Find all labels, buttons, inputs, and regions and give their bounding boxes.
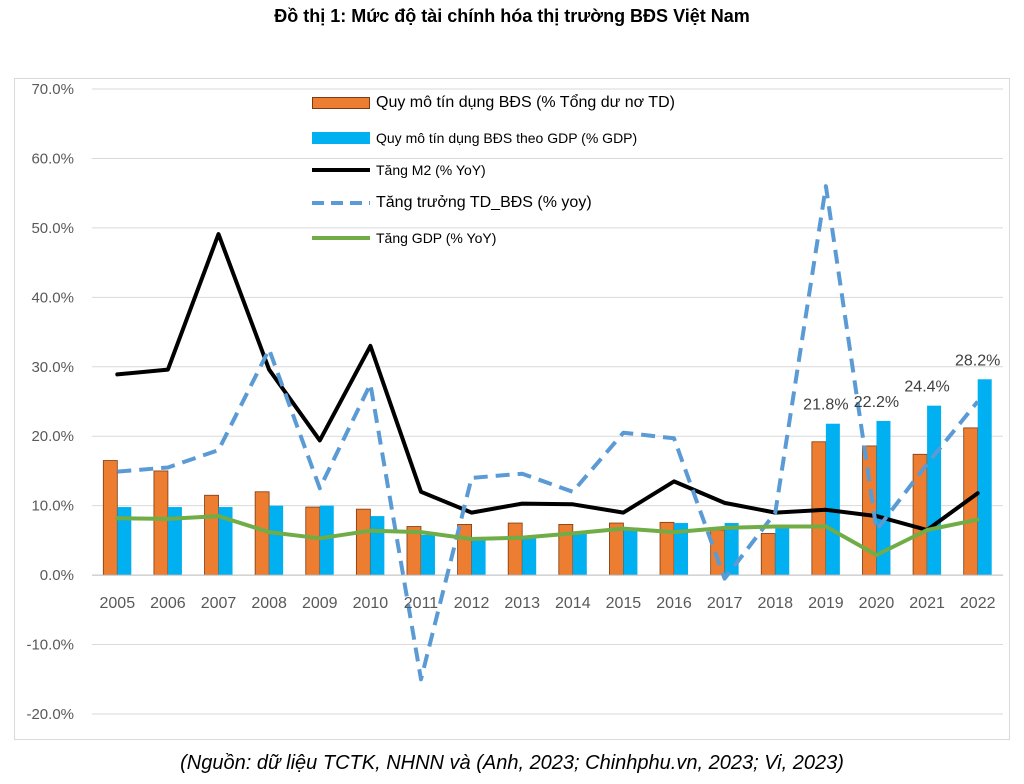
legend-label: Quy mô tín dụng BĐS (% Tổng dư nơ TD): [376, 94, 675, 111]
x-tick-label: 2012: [454, 595, 490, 612]
x-tick-label: 2018: [757, 595, 793, 612]
y-tick-label: -20.0%: [26, 706, 74, 723]
legend-label: Quy mô tín dụng BĐS theo GDP (% GDP): [376, 130, 638, 146]
bar-credit-gdp: [167, 507, 182, 576]
bar-credit-gdp: [420, 534, 435, 576]
bar-credit-gdp: [370, 516, 385, 576]
y-tick-label: 70.0%: [31, 81, 74, 98]
legend-swatch-orange-bar: [312, 97, 370, 109]
legend-item-credit-growth: Tăng trưởng TD_BĐS (% yoy): [312, 194, 592, 212]
y-tick-label: 60.0%: [31, 150, 74, 167]
x-tick-label: 2020: [859, 595, 895, 612]
data-label: 22.2%: [854, 394, 899, 411]
source-note: (Nguồn: dữ liệu TCTK, NHNN và (Anh, 2023…: [180, 752, 844, 774]
x-tick-label: 2011: [404, 595, 439, 612]
legend-label: Tăng M2 (% YoY): [376, 162, 486, 178]
bar-credit-share: [305, 506, 321, 576]
bar-credit-share: [102, 460, 118, 576]
bar-credit-gdp: [471, 536, 486, 576]
bar-credit-gdp: [319, 505, 334, 576]
bar-credit-gdp: [775, 526, 790, 576]
bar-credit-gdp: [674, 523, 689, 576]
data-label: 24.4%: [904, 379, 949, 396]
x-tick-label: 2019: [808, 595, 844, 612]
x-tick-label: 2022: [960, 595, 996, 612]
y-tick-label: 30.0%: [31, 359, 74, 376]
legend-swatch-blue-bar: [312, 132, 370, 144]
y-tick-label: -10.0%: [26, 637, 74, 654]
y-tick-label: 20.0%: [31, 428, 74, 445]
bar-credit-gdp: [876, 420, 891, 576]
y-tick-label: 50.0%: [31, 220, 74, 237]
legend-swatch-black-line: [312, 168, 370, 172]
bar-credit-gdp: [977, 379, 992, 576]
bar-credit-gdp: [927, 405, 942, 576]
x-tick-label: 2010: [353, 595, 389, 612]
data-label: 21.8%: [803, 397, 848, 414]
x-tick-label: 2005: [100, 595, 136, 612]
bar-credit-gdp: [825, 423, 840, 576]
x-tick-label: 2016: [656, 595, 692, 612]
bar-credit-gdp: [218, 507, 233, 576]
bar-credit-gdp: [572, 533, 587, 576]
bar-credit-share: [355, 508, 371, 576]
bar-credit-gdp: [269, 505, 284, 576]
y-tick-label: 0.0%: [40, 567, 74, 584]
line-gdp: [115, 514, 980, 557]
legend-item-credit-gdp: Quy mô tín dụng BĐS theo GDP (% GDP): [312, 130, 637, 146]
bar-credit-gdp: [117, 507, 132, 576]
data-label: 28.2%: [955, 352, 1000, 369]
x-tick-label: 2006: [150, 595, 186, 612]
y-tick-label: 40.0%: [31, 289, 74, 306]
bar-credit-share: [204, 494, 219, 576]
bar-credit-gdp: [724, 523, 739, 576]
x-tick-label: 2014: [555, 595, 591, 612]
bar-credit-share: [760, 533, 776, 576]
x-tick-label: 2008: [251, 595, 287, 612]
bar-credit-share: [710, 529, 726, 576]
bar-credit-share: [153, 470, 169, 576]
line-m2: [115, 232, 980, 532]
x-tick-label: 2015: [606, 595, 642, 612]
x-tick-label: 2017: [707, 595, 743, 612]
chart-frame: [14, 78, 1010, 740]
x-tick-label: 2013: [504, 595, 540, 612]
chart-title: Đồ thị 1: Mức độ tài chính hóa thị trườn…: [274, 6, 750, 26]
x-tick-label: 2007: [201, 595, 237, 612]
legend-item-m2: Tăng M2 (% YoY): [312, 162, 486, 178]
legend-label: Tăng GDP (% YoY): [376, 230, 497, 246]
legend-swatch-dashed-line: [312, 201, 370, 205]
x-tick-label: 2021: [909, 595, 945, 612]
legend-item-credit-share: Quy mô tín dụng BĐS (% Tổng dư nơ TD): [312, 94, 675, 112]
x-tick-label: 2009: [302, 595, 338, 612]
legend-item-gdp: Tăng GDP (% YoY): [312, 230, 496, 246]
legend-swatch-green-line: [312, 236, 370, 240]
line-credit-growth: [117, 184, 980, 682]
y-tick-label: 10.0%: [31, 498, 74, 515]
bar-credit-share: [507, 522, 523, 576]
bar-credit-gdp: [623, 529, 638, 576]
bar-credit-gdp: [522, 536, 537, 576]
legend-label: Tăng trưởng TD_BĐS (% yoy): [376, 194, 592, 211]
